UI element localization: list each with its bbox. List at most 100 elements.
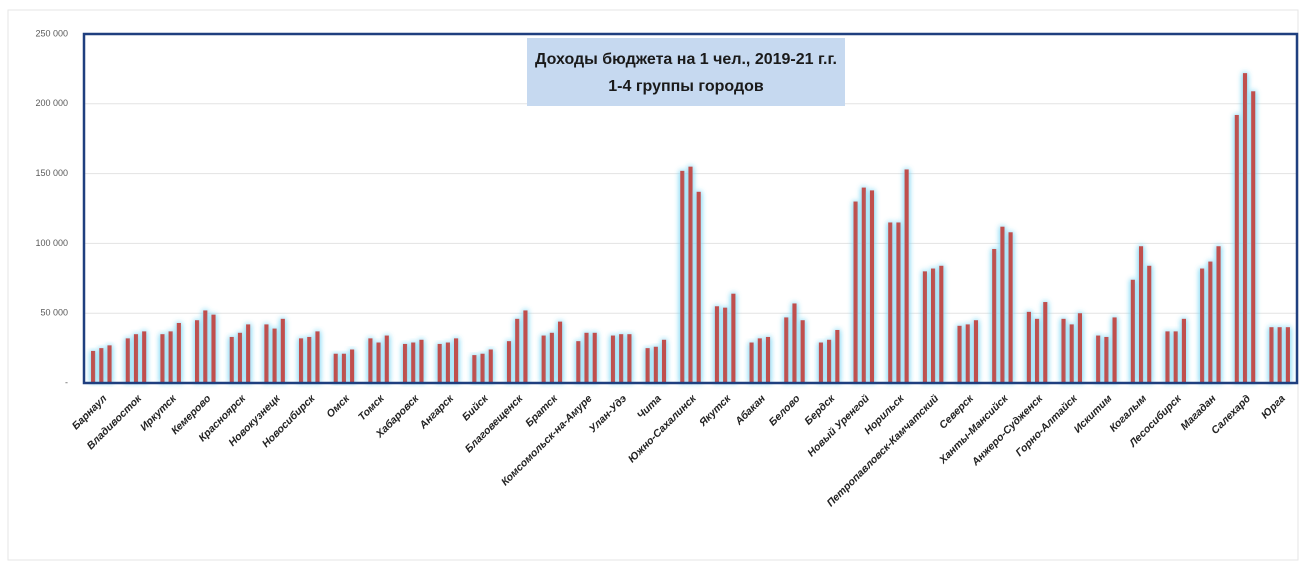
bar <box>610 335 616 383</box>
chart-title: Доходы бюджета на 1 чел., 2019-21 г.г. <box>535 51 837 68</box>
bar <box>125 338 130 383</box>
bar <box>800 320 805 383</box>
y-tick-label: 200 000 <box>35 98 68 108</box>
bar <box>765 336 771 383</box>
bar <box>549 332 554 383</box>
bar <box>1043 302 1048 383</box>
bar <box>1096 335 1101 383</box>
y-tick-label: 50 000 <box>40 308 68 318</box>
bar <box>1234 114 1239 383</box>
bar <box>592 332 597 383</box>
x-tick-label: Чита <box>635 392 664 421</box>
bar <box>419 339 424 383</box>
bar <box>350 349 355 383</box>
bar <box>1216 246 1221 383</box>
bar <box>853 201 858 383</box>
bar <box>957 325 962 383</box>
bar <box>472 355 477 383</box>
y-tick-label: 100 000 <box>35 238 68 248</box>
bar <box>869 190 875 383</box>
bar <box>133 334 139 383</box>
bar <box>714 306 720 383</box>
x-tick-label: Искитим <box>1072 392 1115 435</box>
bar <box>341 353 347 383</box>
bar <box>91 350 96 383</box>
bar <box>888 222 893 383</box>
bar <box>861 187 866 383</box>
bar <box>1200 268 1205 383</box>
bar <box>584 332 589 383</box>
bar <box>1242 73 1248 383</box>
x-tick-label: Новый Уренгой <box>805 392 872 459</box>
bar <box>160 334 165 383</box>
x-tick-label: Омск <box>324 392 352 420</box>
bar <box>835 329 840 383</box>
bar <box>168 331 173 383</box>
bar <box>1251 91 1256 384</box>
x-tick-label: Абакан <box>732 392 768 428</box>
bar <box>368 338 373 383</box>
bar <box>1000 226 1005 383</box>
bar <box>1112 317 1117 383</box>
bar <box>731 293 736 383</box>
bar <box>723 307 728 383</box>
bar <box>661 339 667 383</box>
bar <box>1277 327 1282 383</box>
bar <box>376 342 381 383</box>
bar <box>557 321 563 383</box>
x-tick-label: Улан-Удэ <box>587 392 630 435</box>
bar <box>541 335 546 383</box>
bar <box>229 336 234 383</box>
bar <box>437 343 442 383</box>
bar <box>749 342 754 383</box>
bar <box>576 341 581 383</box>
bar <box>1285 327 1290 383</box>
bar <box>645 348 650 383</box>
bar <box>965 324 970 383</box>
bar <box>619 334 624 383</box>
bar <box>696 191 701 383</box>
bar <box>315 331 320 383</box>
bar <box>680 170 685 383</box>
y-tick-label: 150 000 <box>35 168 68 178</box>
bar <box>1130 279 1135 383</box>
bar <box>818 342 824 383</box>
bar <box>973 320 979 383</box>
bar <box>515 318 520 383</box>
bar <box>1208 261 1213 383</box>
x-tick-label: Бийск <box>460 392 491 423</box>
bar <box>411 342 416 383</box>
bar <box>922 271 927 383</box>
bar <box>792 303 797 383</box>
x-tick-label: Юрга <box>1259 392 1288 421</box>
x-tick-label: Якутск <box>696 392 733 429</box>
bar <box>896 222 901 383</box>
bar <box>1061 318 1066 383</box>
y-tick-label: 250 000 <box>35 28 68 38</box>
bar <box>195 320 200 383</box>
bar <box>99 348 104 383</box>
bar <box>211 314 216 383</box>
x-tick-label: Южно-Сахалинск <box>626 392 699 465</box>
bar <box>264 324 269 383</box>
bar <box>384 335 389 383</box>
bar <box>1077 313 1083 383</box>
bar <box>237 332 243 383</box>
bar <box>1034 318 1040 383</box>
bar <box>488 349 493 383</box>
chart-subtitle: 1-4 группы городов <box>608 78 764 95</box>
y-tick-label: - <box>65 377 68 387</box>
bar <box>1173 331 1178 383</box>
bar <box>992 248 997 383</box>
x-tick-label: Горно-Алтайск <box>1013 392 1080 459</box>
bar <box>827 339 832 383</box>
bar <box>107 345 112 383</box>
bar <box>272 328 277 383</box>
bar <box>1026 311 1031 383</box>
bar <box>523 310 528 383</box>
bar <box>246 324 251 383</box>
bar <box>480 353 485 383</box>
bar <box>1165 331 1170 383</box>
